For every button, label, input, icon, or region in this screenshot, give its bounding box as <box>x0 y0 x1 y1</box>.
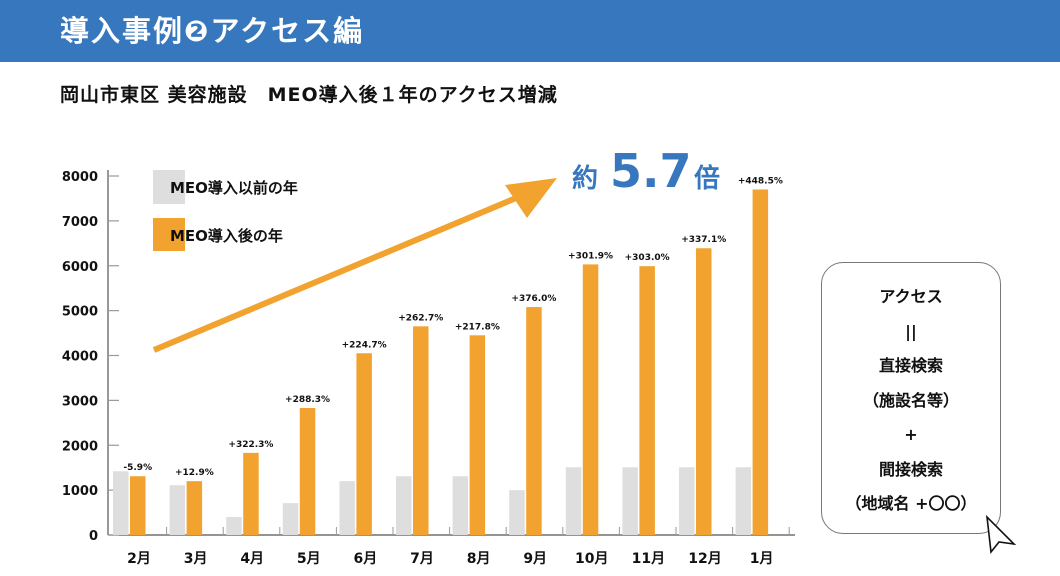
y-tick-label: 7000 <box>62 215 98 230</box>
annotation-prefix: 約 <box>572 163 598 194</box>
info-line: （施設名等） <box>862 390 959 410</box>
data-label: +448.5% <box>738 176 783 186</box>
legend-swatch-after <box>153 218 185 251</box>
annotation-suffix: 倍 <box>694 163 720 194</box>
header-banner: 導入事例❷アクセス編 <box>0 0 1060 62</box>
legend-label-after: MEO導入後の年 <box>170 227 283 245</box>
x-tick-label: 12月 <box>688 551 721 567</box>
bar-before <box>396 476 412 535</box>
data-label: -5.9% <box>123 463 152 473</box>
data-label: +303.0% <box>625 253 670 263</box>
bar-after <box>696 248 712 535</box>
annotation-value: 5.7 <box>610 144 692 198</box>
y-tick-label: 6000 <box>62 260 98 275</box>
chart-subtitle: 岡山市東区 美容施設 MEO導入後１年のアクセス増減 <box>60 84 558 106</box>
x-tick-label: 5月 <box>297 551 321 567</box>
y-tick-label: 5000 <box>62 305 98 320</box>
bar-after <box>243 452 259 535</box>
bar-after <box>186 481 203 535</box>
bar-before <box>565 467 582 535</box>
bar-after <box>526 307 542 535</box>
bar-before <box>679 467 695 535</box>
x-tick-label: 4月 <box>240 551 264 567</box>
bar-before <box>509 490 525 535</box>
data-label: +288.3% <box>285 395 330 405</box>
x-tick-label: 1月 <box>750 551 774 567</box>
bar-before <box>169 485 186 535</box>
x-tick-label: 3月 <box>184 551 208 567</box>
bar-after <box>639 266 655 535</box>
access-definition-box: アクセス || 直接検索 （施設名等） + 間接検索 （地域名 +〇〇） <box>821 262 1001 534</box>
y-tick-label: 3000 <box>62 394 98 409</box>
bar-after <box>356 353 372 535</box>
bar-before <box>622 467 638 535</box>
bar-after <box>413 326 429 535</box>
bar-before <box>282 503 299 535</box>
bar-after <box>582 264 599 535</box>
data-label: +376.0% <box>511 294 556 304</box>
bar-after <box>469 335 486 535</box>
bar-after <box>299 408 316 535</box>
cursor-arrow-icon <box>985 514 1017 555</box>
bar-before <box>339 481 355 535</box>
bar-after <box>130 476 146 535</box>
legend-label-before: MEO導入以前の年 <box>170 179 298 197</box>
legend-swatch-before <box>153 170 185 204</box>
y-tick-label: 1000 <box>62 484 98 499</box>
y-tick-label: 8000 <box>62 170 98 185</box>
data-label: +12.9% <box>175 468 214 478</box>
growth-arrow-head-icon <box>505 178 557 218</box>
data-label: +217.8% <box>455 322 500 332</box>
bar-before <box>735 467 752 535</box>
bar-before <box>113 471 129 535</box>
y-tick-label: 0 <box>89 529 98 544</box>
x-tick-label: 11月 <box>632 551 665 567</box>
info-line: + <box>904 425 918 444</box>
info-line: || <box>905 321 917 341</box>
bar-after <box>752 189 769 535</box>
x-tick-label: 6月 <box>354 551 378 567</box>
info-line: 直接検索 <box>878 356 943 375</box>
info-line: （地域名 +〇〇） <box>845 494 977 513</box>
bar-before <box>452 476 469 535</box>
page-title: 導入事例❷アクセス編 <box>60 14 365 48</box>
data-label: +224.7% <box>342 340 387 350</box>
x-tick-label: 10月 <box>575 551 608 567</box>
x-tick-label: 7月 <box>410 551 434 567</box>
x-tick-label: 2月 <box>127 551 151 567</box>
bar-before <box>226 517 242 535</box>
data-label: +301.9% <box>568 251 613 261</box>
info-line: 間接検索 <box>878 459 943 479</box>
data-label: +262.7% <box>398 313 443 323</box>
data-label: +322.3% <box>228 440 273 450</box>
y-tick-label: 4000 <box>62 350 98 365</box>
x-tick-label: 8月 <box>467 551 491 567</box>
y-tick-label: 2000 <box>62 439 98 454</box>
info-line: アクセス <box>879 287 943 306</box>
growth-arrow-line <box>152 190 530 353</box>
x-tick-label: 9月 <box>523 551 547 567</box>
data-label: +337.1% <box>681 235 726 245</box>
